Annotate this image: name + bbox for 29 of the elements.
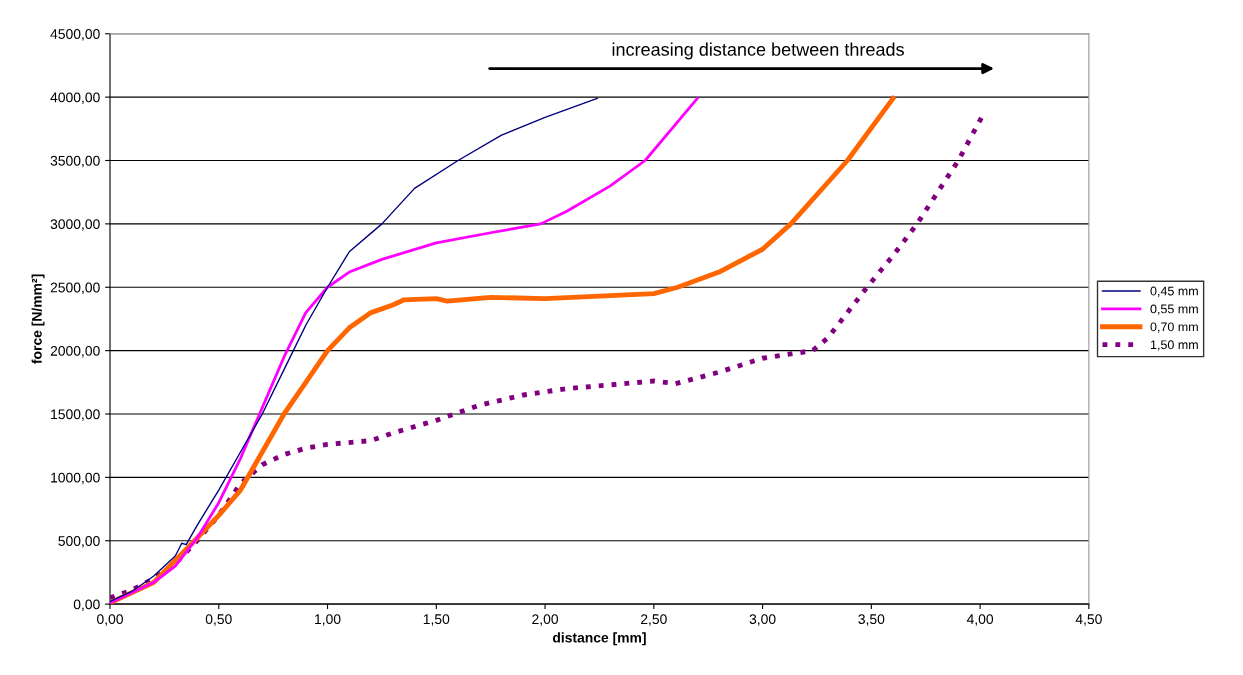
y-tick-label: 4000,00 [50,92,100,104]
legend-label: 0,55 mm [1150,304,1198,315]
x-tick-label: 2,00 [532,614,559,626]
x-tick-label: 2,50 [641,614,667,626]
legend-label: 1,50 mm [1150,340,1198,351]
y-tick-label: 3000,00 [50,219,100,231]
y-tick-label: 0,00 [73,599,100,611]
line-series [110,97,699,605]
x-tick-label: 1,00 [315,614,341,626]
y-tick-label: 3500,00 [50,155,100,168]
legend-label: 0,70 mm [1150,322,1198,333]
x-axis-title: distance [mm] [552,632,646,646]
y-tick-label: 1500,00 [51,409,100,421]
line-series [110,97,598,603]
x-tick-label: 0,50 [205,614,232,626]
x-tick-label: 1,50 [423,614,450,626]
y-tick-label: 500,00 [58,536,100,548]
y-tick-label: 2000,00 [50,345,100,358]
legend-label: 0,45 mm [1150,286,1198,297]
x-tick-label: 4,50 [1075,614,1102,626]
x-tick-label: 0,00 [97,614,123,626]
annotation: increasing distance between threads [612,42,904,60]
y-tick-label: 4500,00 [50,29,100,41]
y-tick-label: 1000,00 [51,472,100,485]
x-tick-label: 3,00 [749,614,776,626]
x-tick-label: 3,50 [858,614,885,626]
x-tick-label: 4,00 [966,614,994,626]
y-tick-label: 2500,00 [50,282,100,295]
y-axis-title: force [N/mm²] [31,274,45,364]
